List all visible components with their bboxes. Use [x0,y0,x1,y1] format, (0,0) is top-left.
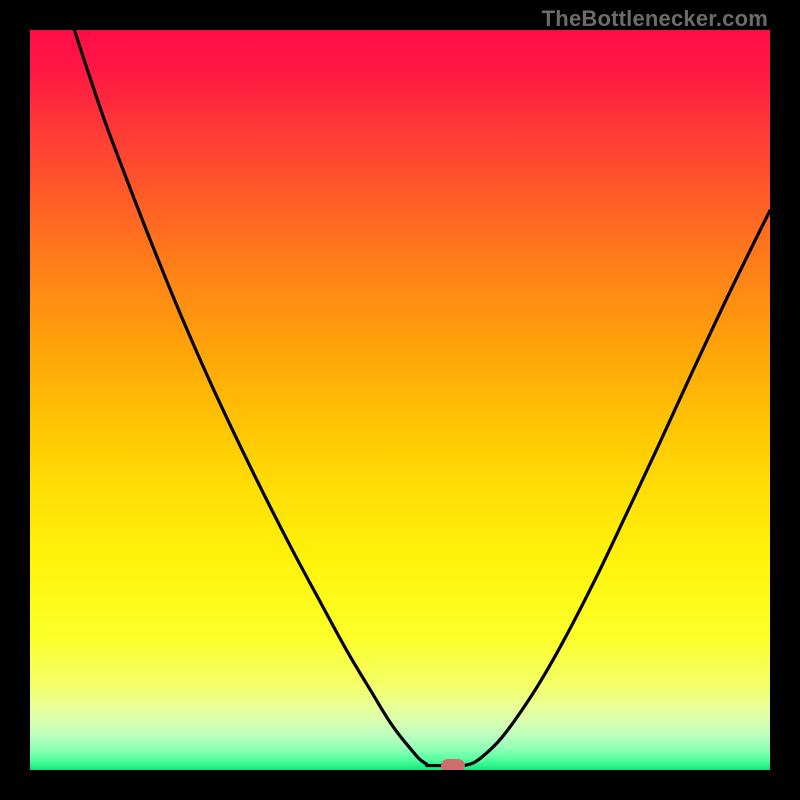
chart-frame: TheBottlenecker.com [0,0,800,800]
plot-area [30,30,770,770]
bottleneck-curve [30,30,770,770]
watermark-text: TheBottlenecker.com [542,6,768,32]
optimal-point-marker [441,759,465,770]
